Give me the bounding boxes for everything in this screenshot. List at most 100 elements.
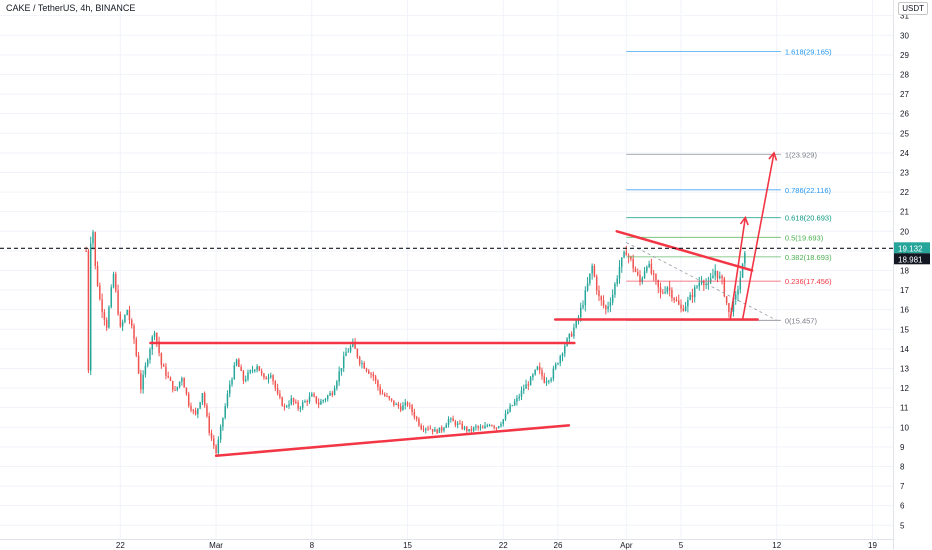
candle-body — [605, 305, 607, 310]
candle-body — [199, 402, 201, 409]
candle-body — [94, 232, 97, 266]
candle-body — [436, 429, 438, 433]
candle-body — [238, 359, 240, 367]
candle-body — [190, 405, 192, 411]
candle-body — [550, 378, 552, 381]
y-tick-label: 28 — [900, 70, 909, 79]
candle-body — [130, 320, 133, 326]
candle-body — [618, 266, 621, 279]
candle-body — [358, 357, 361, 364]
candle-body — [149, 349, 151, 360]
candle-body — [162, 364, 165, 367]
candle-body — [354, 341, 356, 349]
candle-body — [99, 285, 101, 300]
fib-level-label: 0.5(19.693) — [785, 233, 824, 242]
candle-body — [399, 406, 402, 411]
candle-body — [169, 377, 172, 381]
candle-body — [240, 366, 242, 371]
candle-body — [420, 425, 422, 430]
candle-body — [557, 363, 559, 365]
candle-body — [575, 319, 577, 328]
x-tick-label: 8 — [310, 541, 315, 550]
candle-body — [680, 304, 682, 309]
candle-body — [468, 429, 470, 432]
x-tick-label: 26 — [554, 541, 563, 550]
candle-body — [719, 275, 721, 279]
candle-body — [258, 366, 261, 371]
candle-body — [687, 299, 689, 307]
candle-body — [602, 300, 605, 306]
candle-body — [281, 397, 283, 407]
candle-body — [242, 370, 245, 381]
candle-body — [696, 286, 698, 288]
candle-body — [181, 377, 183, 382]
candle-body — [559, 356, 561, 364]
y-tick-label: 29 — [900, 51, 909, 60]
candle-body — [703, 281, 705, 286]
candle-body — [313, 393, 315, 397]
candle-body — [137, 355, 140, 374]
candle-body — [666, 287, 669, 293]
candle-body — [593, 265, 596, 277]
candle-body — [342, 356, 345, 369]
candle-body — [650, 263, 653, 274]
candle-body — [290, 398, 293, 405]
candle-body — [217, 439, 220, 454]
candle-body — [591, 265, 593, 274]
y-tick-label: 10 — [900, 423, 909, 432]
y-tick-label: 27 — [900, 90, 909, 99]
candle-body — [532, 374, 534, 378]
candle-body — [135, 339, 138, 356]
y-tick-label: 14 — [900, 345, 909, 354]
candle-body — [349, 346, 352, 352]
x-tick-label: Mar — [209, 541, 223, 550]
candle-body — [422, 429, 425, 431]
candle-body — [700, 281, 703, 283]
candle-body — [105, 319, 108, 328]
candle-body — [327, 395, 329, 399]
candle-body — [440, 427, 443, 431]
candle-body — [187, 393, 190, 406]
candle-body — [224, 406, 226, 418]
candle-body — [739, 277, 742, 290]
candle-body — [500, 424, 502, 427]
candle-body — [308, 396, 311, 402]
candle-body — [283, 406, 286, 408]
candle-body — [185, 387, 188, 394]
candle-body — [288, 404, 290, 407]
candle-body — [388, 396, 391, 399]
candle-body — [481, 427, 484, 429]
candle-body — [215, 445, 217, 454]
candle-body — [85, 250, 87, 252]
candle-body — [409, 405, 411, 407]
candle-body — [616, 278, 618, 284]
candle-body — [639, 274, 641, 282]
candle-body — [573, 327, 575, 337]
candle-body — [158, 341, 160, 354]
candle-body — [454, 421, 457, 426]
x-tick-label: 22 — [116, 541, 125, 550]
candle-body — [438, 427, 441, 433]
candle-body — [393, 400, 395, 405]
candle-body — [582, 305, 584, 308]
candle-body — [292, 398, 295, 402]
candle-body — [383, 394, 386, 396]
currency-badge[interactable]: USDT — [898, 2, 928, 15]
candle-body — [295, 401, 297, 403]
candle-body — [675, 299, 678, 301]
candle-body — [144, 365, 147, 375]
candle-body — [734, 294, 737, 300]
y-tick-label: 17 — [900, 286, 909, 295]
candle-body — [443, 427, 445, 431]
x-tick-label: 22 — [499, 541, 508, 550]
candle-body — [397, 403, 400, 407]
y-tick-label: 16 — [900, 306, 909, 315]
candle-body — [668, 287, 671, 290]
candle-body — [338, 371, 340, 382]
candle-body — [222, 417, 224, 427]
y-tick-label: 21 — [900, 208, 909, 217]
candle-body — [491, 425, 493, 427]
candle-body — [233, 365, 236, 380]
target-arrow-shaft — [729, 217, 747, 320]
